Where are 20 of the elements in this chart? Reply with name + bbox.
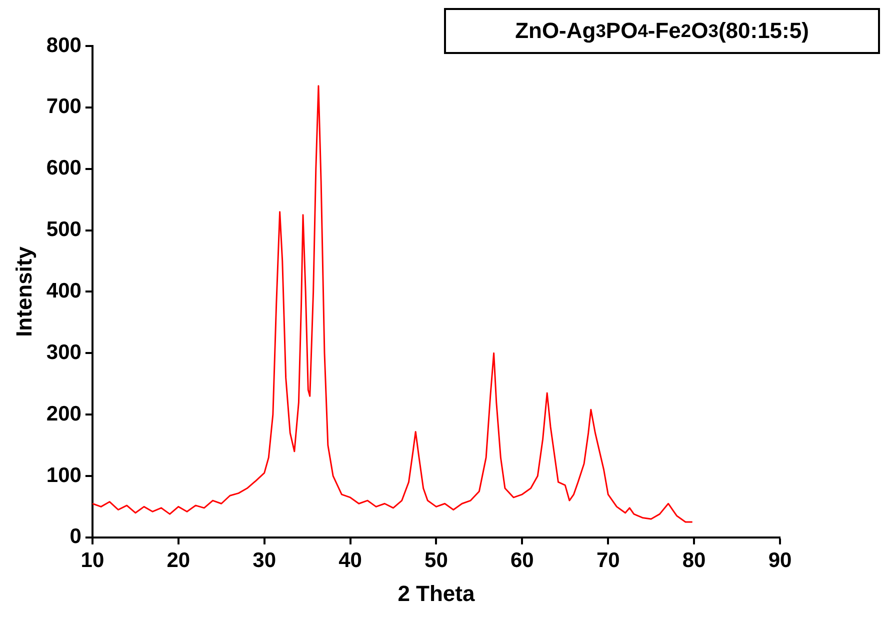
y-tick-label: 300 <box>46 340 82 364</box>
y-tick-label: 500 <box>46 218 82 242</box>
x-tick-label: 60 <box>510 548 534 572</box>
y-tick-label: 100 <box>46 464 82 487</box>
y-tick-label: 200 <box>46 402 82 426</box>
y-axis-title: Intensity <box>11 246 36 337</box>
x-tick-label: 20 <box>166 548 190 572</box>
x-tick-label: 50 <box>424 548 448 572</box>
x-tick-label: 70 <box>596 548 620 572</box>
x-tick-label: 90 <box>768 548 792 572</box>
y-tick-label: 800 <box>46 34 82 57</box>
y-tick-label: 0 <box>70 525 82 548</box>
y-tick-label: 700 <box>46 95 82 118</box>
x-tick-label: 10 <box>80 548 104 572</box>
y-tick-label: 600 <box>46 156 82 180</box>
x-tick-label: 40 <box>338 548 362 572</box>
y-tick-label: 400 <box>46 279 82 302</box>
x-tick-label: 30 <box>252 548 276 572</box>
x-tick-label: 80 <box>682 548 706 572</box>
x-axis-title: 2 Theta <box>398 580 476 606</box>
